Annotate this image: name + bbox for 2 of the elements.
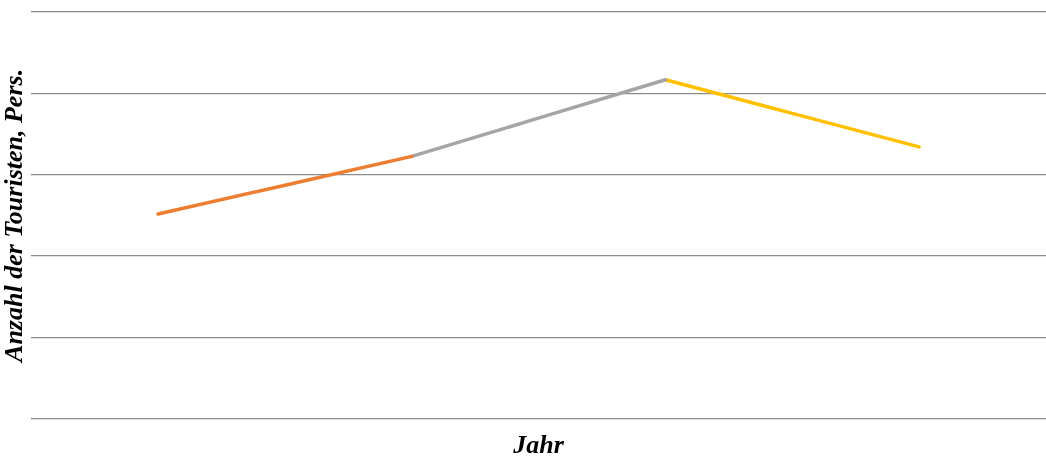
y-axis-title: Anzahl der Touristen, Pers. — [0, 68, 29, 364]
x-axis-title: Jahr — [512, 430, 565, 460]
